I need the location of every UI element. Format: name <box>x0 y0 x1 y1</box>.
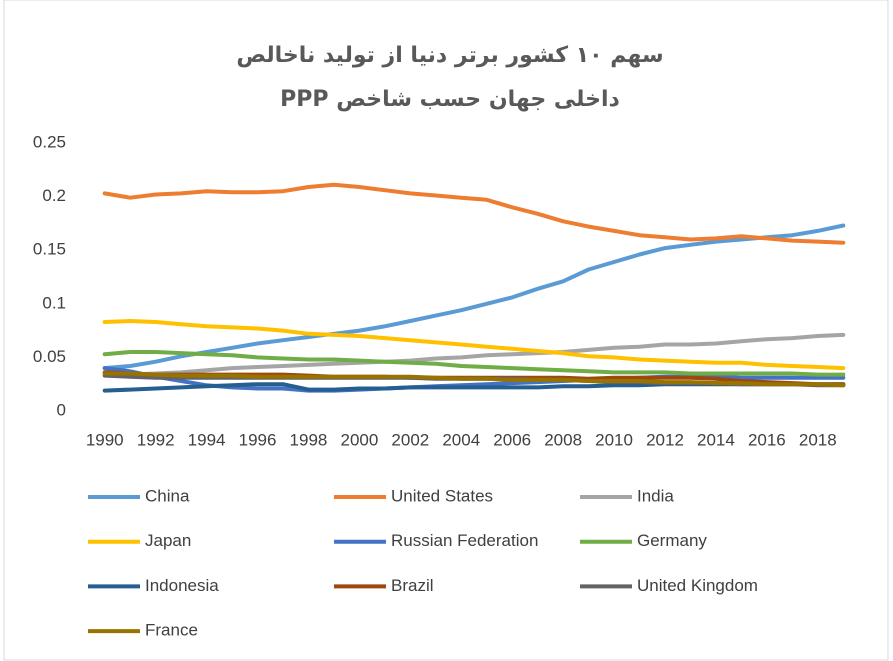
x-tick-label: 1992 <box>137 430 175 449</box>
x-tick-label: 1990 <box>86 430 124 449</box>
x-tick-label: 2016 <box>748 430 786 449</box>
x-tick-label: 2008 <box>544 430 582 449</box>
x-tick-label: 2000 <box>340 430 378 449</box>
legend-label: Germany <box>637 531 707 550</box>
y-tick-label: 0.25 <box>33 132 66 151</box>
x-tick-label: 2018 <box>799 430 837 449</box>
legend-label: China <box>145 486 190 505</box>
y-tick-label: 0.1 <box>42 293 66 312</box>
y-tick-label: 0.15 <box>33 240 66 259</box>
x-tick-label: 2002 <box>391 430 429 449</box>
series-line <box>105 321 844 368</box>
x-tick-label: 2014 <box>697 430 735 449</box>
legend-label: France <box>145 621 198 640</box>
x-tick-label: 1998 <box>290 430 328 449</box>
y-tick-label: 0.2 <box>42 186 66 205</box>
chart-title: سهم ۱۰ کشور برتر دنیا از تولید ناخالص دا… <box>230 34 670 122</box>
chart: 0 0.05 0.1 0.15 0.2 0.25 1990 1992 1994 1996 1998 2… <box>0 0 893 661</box>
legend-label: Russian Federation <box>391 531 538 550</box>
legend-label: Indonesia <box>145 576 219 595</box>
legend-label: India <box>637 486 674 505</box>
x-tick-label: 1994 <box>188 430 226 449</box>
x-tick-label: 2006 <box>493 430 531 449</box>
legend-label: United States <box>391 486 493 505</box>
series-line <box>105 185 844 243</box>
x-tick-label: 2012 <box>646 430 684 449</box>
x-tick-label: 2004 <box>442 430 480 449</box>
legend-label: United Kingdom <box>637 576 758 595</box>
x-tick-label: 1996 <box>239 430 277 449</box>
y-tick-label: 0 <box>57 400 66 419</box>
legend-label: Brazil <box>391 576 434 595</box>
legend-label: Japan <box>145 531 191 550</box>
x-tick-label: 2010 <box>595 430 633 449</box>
y-tick-label: 0.05 <box>33 347 66 366</box>
